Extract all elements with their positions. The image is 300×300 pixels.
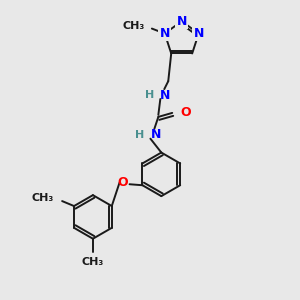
Text: H: H <box>145 90 154 100</box>
Text: N: N <box>176 15 187 28</box>
Text: O: O <box>117 176 128 189</box>
Text: O: O <box>180 106 191 119</box>
Text: CH₃: CH₃ <box>82 256 104 267</box>
Text: N: N <box>160 88 171 102</box>
Text: N: N <box>194 27 204 40</box>
Text: H: H <box>135 130 145 140</box>
Text: CH₃: CH₃ <box>32 193 54 203</box>
Text: N: N <box>150 128 161 141</box>
Text: N: N <box>160 27 170 40</box>
Text: CH₃: CH₃ <box>123 21 145 31</box>
